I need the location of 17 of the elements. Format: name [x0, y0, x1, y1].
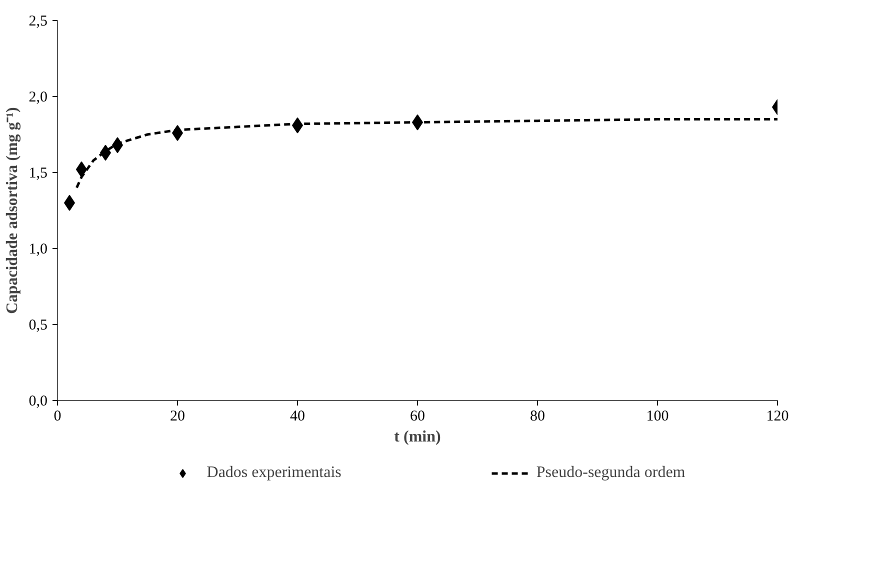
y-axis-title: Capacidade adsortiva (mg g⁻¹) [4, 107, 21, 314]
y-tick-label: 1,0 [28, 242, 48, 258]
x-tick-label: 40 [290, 408, 305, 424]
x-tick-label: 120 [766, 408, 789, 424]
y-tick-label: 1,5 [28, 166, 48, 182]
x-tick-label: 20 [170, 408, 185, 424]
legend-label: Dados experimentais [206, 464, 342, 482]
x-tick-label: 80 [530, 408, 545, 424]
y-tick-label: 2,5 [28, 14, 48, 30]
x-tick-label: 60 [410, 408, 425, 424]
y-tick-label: 0,5 [28, 318, 48, 334]
y-tick-label: 0,0 [28, 394, 48, 410]
x-axis-title: t (min) [394, 428, 441, 446]
y-tick-label: 2,0 [28, 90, 48, 106]
legend-label: Pseudo-segunda ordem [536, 464, 686, 482]
x-tick-label: 100 [646, 408, 669, 424]
x-tick-label: 0 [54, 408, 62, 424]
